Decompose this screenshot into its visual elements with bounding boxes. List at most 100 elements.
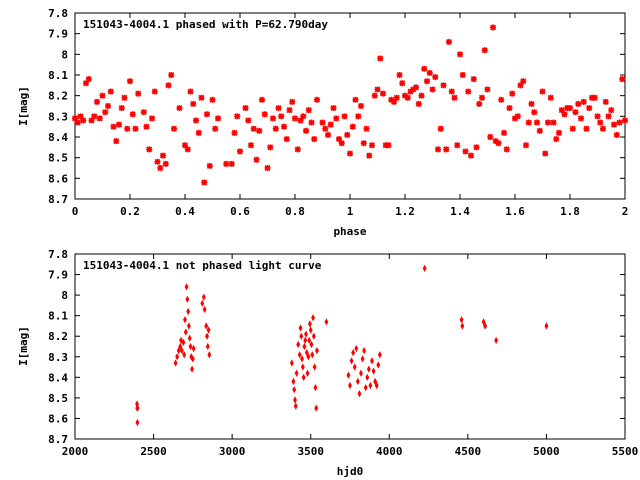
x-tick-label: 1: [347, 205, 354, 218]
data-point: [283, 136, 290, 143]
y-tick-label: 8.7: [48, 193, 68, 206]
data-point: [110, 123, 117, 130]
data-point: [102, 109, 109, 116]
data-point: [135, 418, 140, 427]
data-point: [575, 100, 582, 107]
y-tick-label: 8.7: [48, 433, 68, 446]
data-point: [370, 357, 374, 365]
data-point: [302, 342, 307, 351]
data-point: [371, 92, 378, 99]
data-point: [349, 123, 356, 130]
data-point: [448, 88, 455, 95]
data-point: [531, 109, 538, 116]
data-point: [608, 107, 615, 114]
data-point: [184, 146, 191, 153]
data-point: [352, 363, 357, 371]
data-point: [304, 349, 309, 357]
data-point: [91, 113, 98, 120]
data-point: [201, 179, 208, 186]
data-point: [270, 115, 276, 122]
data-point: [154, 158, 161, 165]
data-point: [360, 355, 365, 363]
data-point: [186, 307, 191, 316]
data-point: [336, 136, 342, 143]
data-point: [289, 359, 294, 367]
plot-frame: [74, 253, 626, 440]
data-point: [80, 117, 87, 124]
x-axis-label: phase: [333, 225, 366, 238]
data-point: [363, 383, 368, 392]
phased-light-curve-plot: 151043-4004.1 phased with P=62.790day ph…: [17, 7, 628, 238]
data-point: [151, 88, 158, 95]
data-point: [413, 84, 419, 91]
data-point: [344, 131, 351, 138]
x-tick-label: 1.4: [450, 205, 470, 218]
data-point: [547, 94, 554, 101]
data-point: [377, 351, 382, 359]
data-point: [72, 115, 78, 122]
data-point: [501, 129, 507, 136]
y-tick-label: 8: [61, 289, 68, 302]
x-tick-label: 0.8: [285, 205, 305, 218]
data-point: [149, 115, 155, 122]
data-point: [569, 125, 576, 132]
y-axis-label: I[mag]: [17, 86, 30, 126]
x-tick-label: 3500: [297, 445, 324, 458]
data-point: [349, 357, 354, 365]
y-tick-label: 7.9: [48, 28, 68, 41]
data-point: [272, 125, 279, 132]
data-point: [308, 119, 315, 126]
plot-title: 151043-4004.1 phased with P=62.790day: [83, 18, 328, 31]
data-point: [201, 293, 206, 301]
y-tick-label: 8.5: [48, 152, 68, 165]
data-point: [616, 119, 623, 126]
data-point: [509, 90, 516, 97]
data-point: [190, 365, 195, 373]
data-point: [369, 142, 375, 149]
data-point: [523, 142, 529, 149]
data-point: [542, 150, 549, 157]
data-point: [308, 326, 313, 334]
data-point: [215, 115, 221, 122]
data-point: [402, 92, 408, 99]
data-point: [186, 322, 191, 330]
data-point: [187, 334, 192, 342]
data-point: [366, 365, 371, 373]
data-point: [586, 105, 593, 112]
data-point: [459, 72, 466, 78]
y-tick-label: 8.5: [48, 392, 68, 405]
data-point: [498, 96, 505, 103]
data-point: [184, 283, 189, 291]
data-point: [553, 136, 560, 143]
unphased-light-curve-plot: 151043-4004.1 not phased light curve hjd…: [17, 248, 638, 478]
data-point: [188, 342, 193, 351]
data-point: [440, 82, 447, 89]
data-point: [503, 146, 510, 153]
data-point: [622, 117, 628, 124]
data-point: [307, 320, 312, 328]
data-point: [305, 107, 312, 114]
data-point: [178, 342, 183, 351]
data-point: [259, 96, 265, 103]
data-point: [351, 349, 356, 357]
y-tick-label: 8.6: [48, 412, 68, 425]
data-point: [157, 165, 164, 171]
data-point: [426, 69, 433, 76]
data-point: [312, 363, 317, 371]
data-point: [206, 326, 211, 334]
data-point: [303, 127, 309, 134]
data-point: [209, 96, 216, 103]
data-point: [561, 111, 568, 118]
data-point: [140, 109, 147, 116]
data-point: [473, 144, 480, 151]
data-point: [297, 117, 304, 124]
data-point: [291, 377, 296, 386]
data-point: [613, 131, 620, 138]
data-point: [341, 113, 348, 120]
data-point: [347, 150, 353, 157]
data-point: [190, 355, 195, 363]
data-point: [435, 146, 441, 153]
y-tick-label: 8.1: [48, 69, 68, 82]
data-point: [327, 121, 334, 128]
y-axis-ticks: 7.8 7.9 8 8.1 8.2 8.3 8.4 8.5 8.6 8.7: [48, 248, 625, 446]
